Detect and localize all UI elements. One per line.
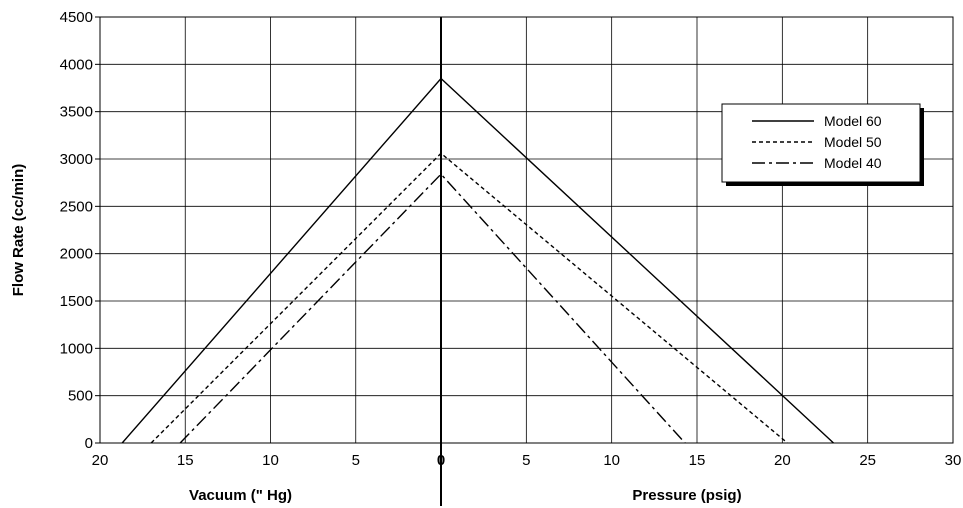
y-tick-label: 2000 [60, 246, 93, 263]
x-axis-title-pressure: Pressure (psig) [632, 487, 741, 504]
y-tick-label: 1000 [60, 340, 93, 357]
x-tick-label-pressure: 15 [689, 452, 706, 469]
y-tick-label: 3500 [60, 104, 93, 121]
y-tick-label: 500 [68, 388, 93, 405]
x-axis-title-vacuum: Vacuum (" Hg) [189, 487, 292, 504]
x-tick-label-pressure: 5 [522, 452, 530, 469]
y-tick-label: 3000 [60, 151, 93, 168]
legend-label: Model 60 [824, 113, 882, 129]
legend-label: Model 40 [824, 155, 882, 171]
y-tick-label: 4500 [60, 9, 93, 26]
y-tick-label: 1500 [60, 293, 93, 310]
y-tick-label: 0 [85, 435, 93, 452]
y-axis-title: Flow Rate (cc/min) [10, 164, 27, 297]
series-lines [121, 77, 835, 444]
x-tick-label-pressure: 25 [859, 452, 876, 469]
tick-labels: 20 15 10 5 0 5 10 15 20 25 30 0 500 1000 1500 2000 2500 3… [60, 9, 962, 469]
x-tick-label-pressure: 30 [945, 452, 962, 469]
legend-items: Model 60 Model 50 Model 40 [752, 113, 882, 171]
series-line-model-60 [121, 77, 835, 444]
legend: Model 60 Model 50 Model 40 [721, 103, 924, 186]
series-line-model-40 [179, 173, 686, 444]
y-tick-label: 4000 [60, 56, 93, 73]
x-tick-label-zero: 0 [437, 452, 445, 469]
y-tick-label: 2500 [60, 198, 93, 215]
grid [99, 16, 954, 443]
plot-area-border [99, 16, 954, 444]
legend-label: Model 50 [824, 134, 882, 150]
legend-box [721, 103, 921, 183]
x-tick-label-vacuum: 15 [177, 452, 194, 469]
x-tick-label-vacuum: 10 [262, 452, 279, 469]
x-tick-label-vacuum: 20 [92, 452, 109, 469]
x-tick-label-pressure: 20 [774, 452, 791, 469]
x-tick-label-pressure: 10 [603, 452, 620, 469]
x-tick-label-vacuum: 5 [352, 452, 360, 469]
series-line-model-50 [150, 152, 788, 444]
